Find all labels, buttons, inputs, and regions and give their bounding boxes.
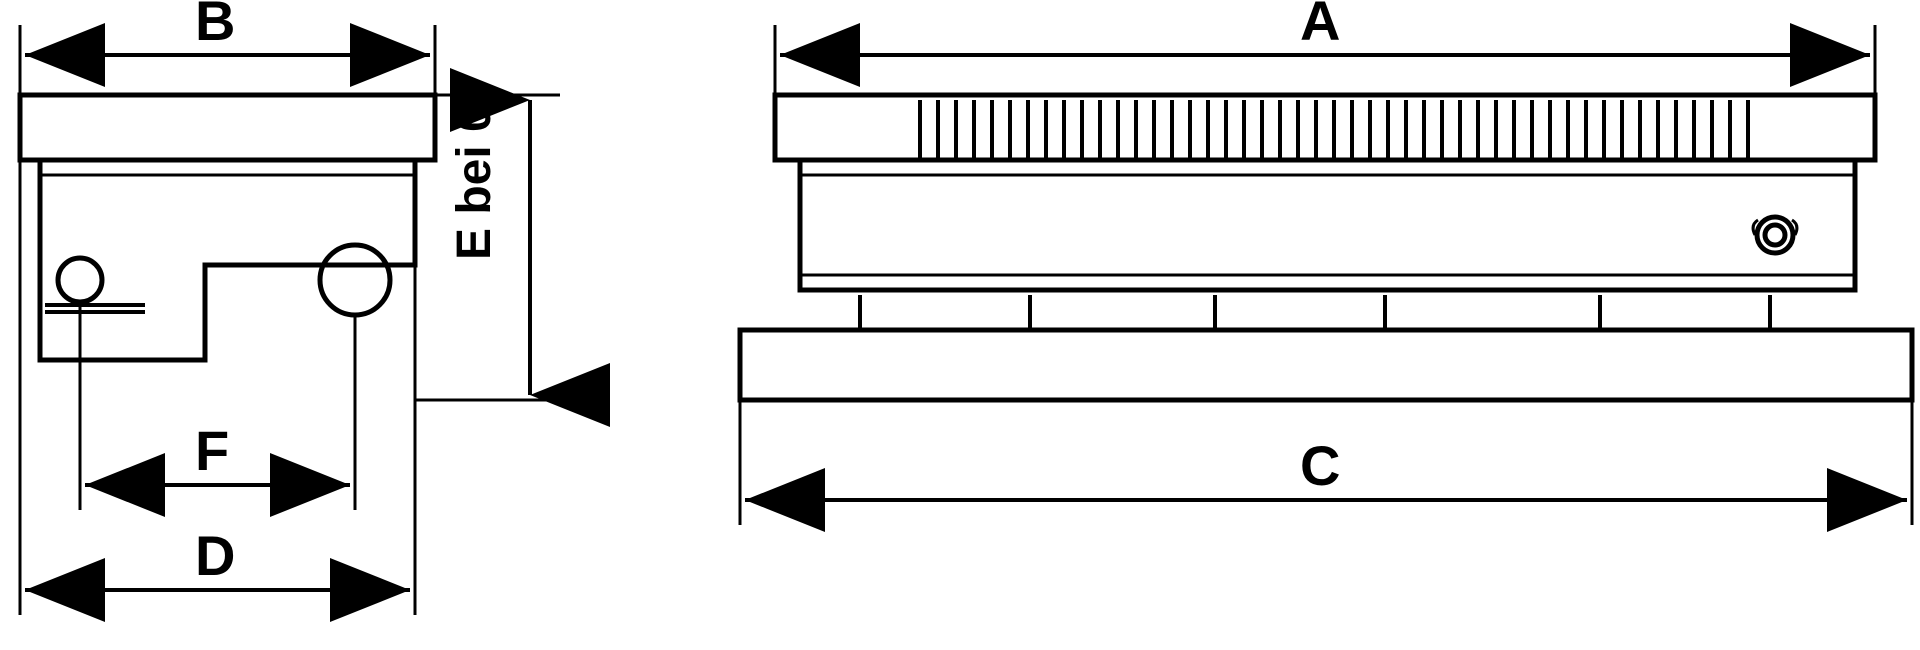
- technical-drawing: B A E bei 0° F D C: [0, 0, 1920, 650]
- label-C: C: [1300, 434, 1340, 497]
- drawing-svg: B A E bei 0° F D C: [0, 0, 1920, 650]
- label-F: F: [195, 419, 229, 482]
- label-D: D: [195, 524, 235, 587]
- label-B: B: [195, 0, 235, 52]
- right-front-view: [740, 95, 1912, 400]
- left-side-view: [20, 95, 435, 360]
- hatching-lines: [920, 100, 1748, 160]
- label-A: A: [1300, 0, 1340, 52]
- label-E: E bei 0°: [448, 86, 501, 260]
